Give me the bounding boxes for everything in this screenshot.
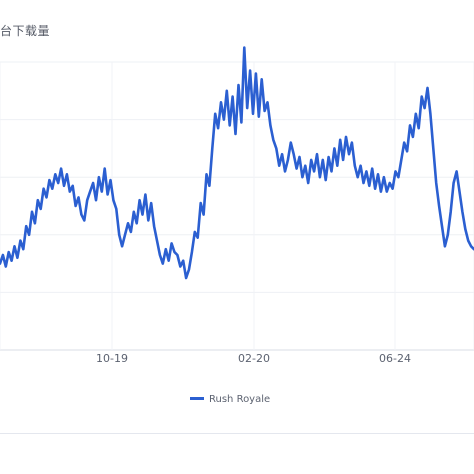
x-tick-label: 10-19 <box>96 352 128 365</box>
legend-label[interactable]: Rush Royale <box>209 394 270 405</box>
x-axis-ticks: 10-19 02-20 06-24 <box>96 352 411 365</box>
legend-swatch[interactable] <box>190 397 204 400</box>
x-tick-label: 02-20 <box>238 352 270 365</box>
series-line-0 <box>0 46 474 280</box>
chart-title: 台下载量 <box>0 24 51 38</box>
series-layer <box>0 46 474 280</box>
legend: Rush Royale <box>190 394 270 405</box>
x-tick-label: 06-24 <box>379 352 411 365</box>
footer-divider <box>0 433 474 434</box>
